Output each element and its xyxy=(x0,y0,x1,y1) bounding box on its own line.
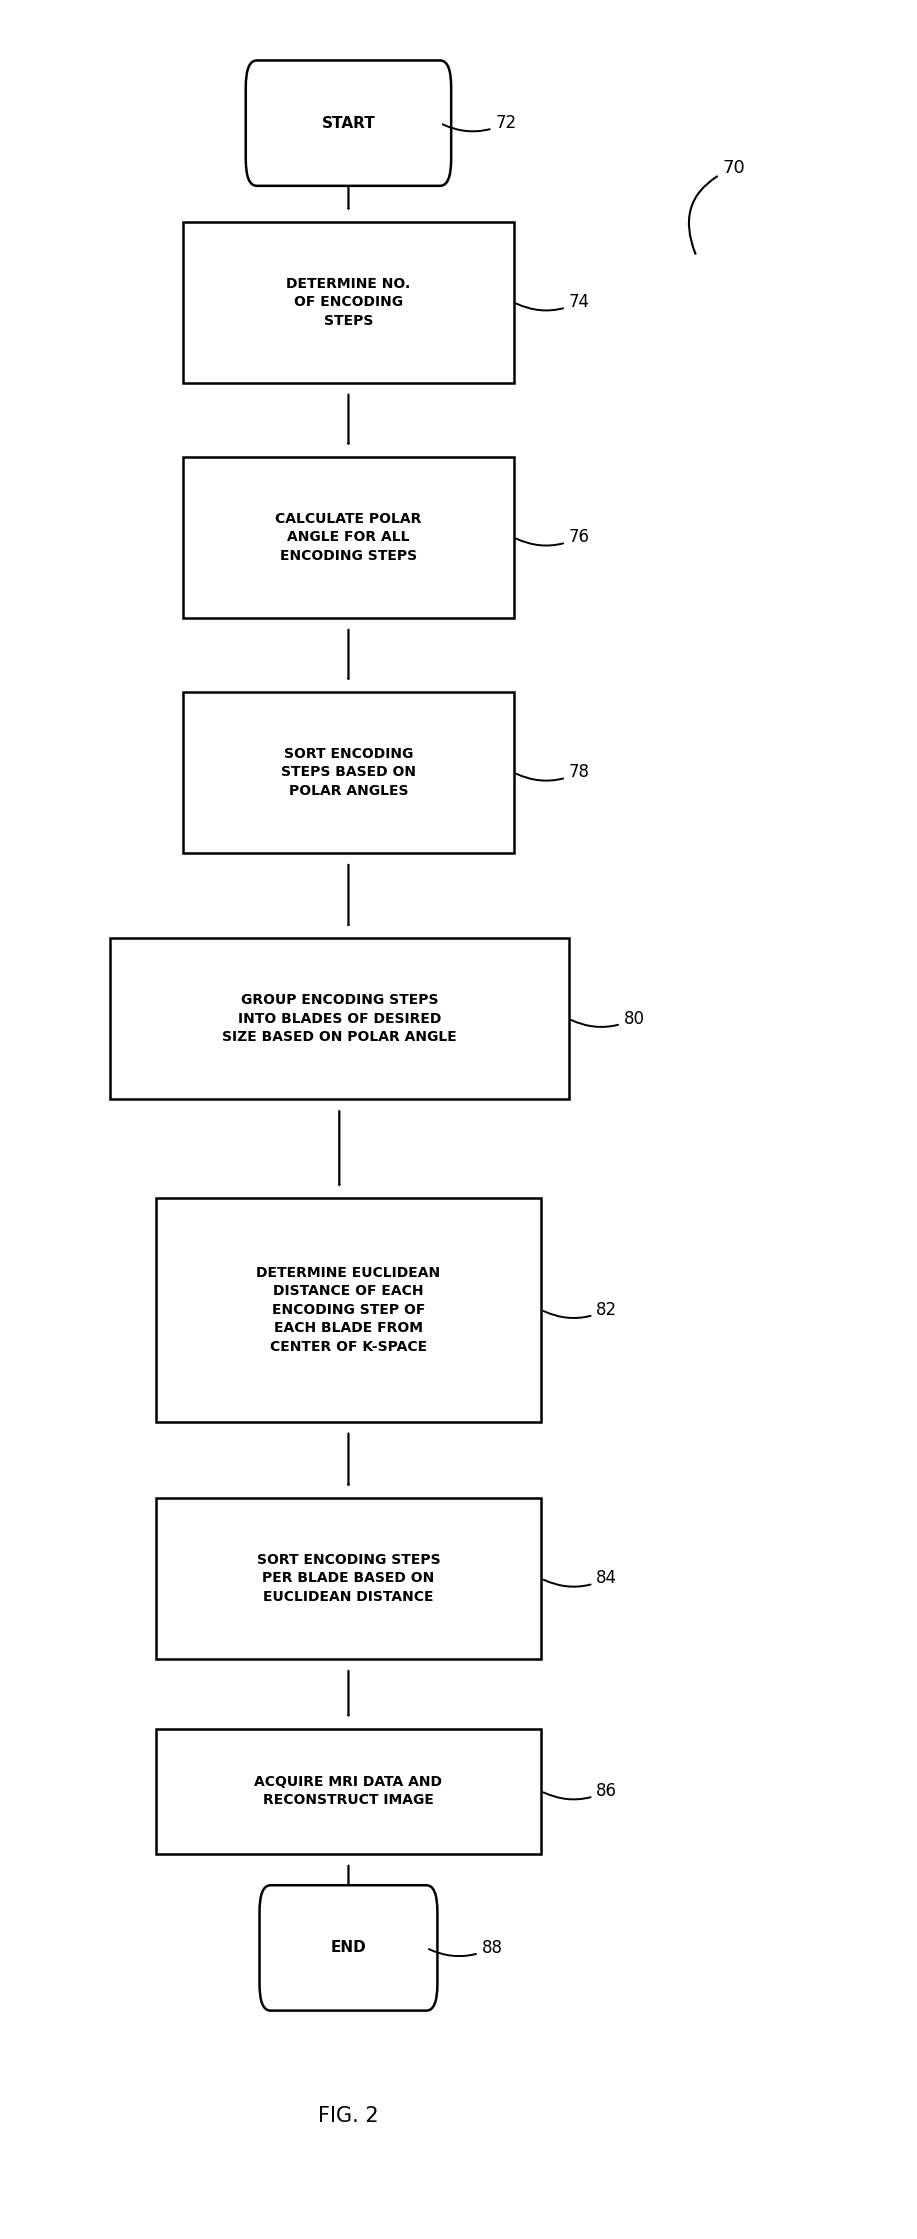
Text: 76: 76 xyxy=(516,528,590,546)
Bar xyxy=(156,1198,541,1422)
Bar xyxy=(183,222,514,383)
Bar xyxy=(156,1729,541,1854)
Text: 80: 80 xyxy=(571,1010,645,1028)
Text: 86: 86 xyxy=(544,1782,617,1800)
Text: FIG. 2: FIG. 2 xyxy=(318,2107,379,2125)
Text: 82: 82 xyxy=(544,1301,617,1319)
Bar xyxy=(183,692,514,853)
Text: 72: 72 xyxy=(443,114,516,132)
Text: END: END xyxy=(331,1941,366,1955)
FancyBboxPatch shape xyxy=(246,60,451,186)
Text: CALCULATE POLAR
ANGLE FOR ALL
ENCODING STEPS: CALCULATE POLAR ANGLE FOR ALL ENCODING S… xyxy=(275,513,422,562)
Text: 84: 84 xyxy=(544,1570,617,1587)
Text: 78: 78 xyxy=(516,763,590,781)
Text: 70: 70 xyxy=(689,159,745,253)
Text: DETERMINE EUCLIDEAN
DISTANCE OF EACH
ENCODING STEP OF
EACH BLADE FROM
CENTER OF : DETERMINE EUCLIDEAN DISTANCE OF EACH ENC… xyxy=(257,1265,440,1355)
Text: SORT ENCODING STEPS
PER BLADE BASED ON
EUCLIDEAN DISTANCE: SORT ENCODING STEPS PER BLADE BASED ON E… xyxy=(257,1554,440,1603)
Text: SORT ENCODING
STEPS BASED ON
POLAR ANGLES: SORT ENCODING STEPS BASED ON POLAR ANGLE… xyxy=(281,748,416,797)
Bar xyxy=(110,938,569,1099)
FancyBboxPatch shape xyxy=(260,1885,437,2011)
Text: ACQUIRE MRI DATA AND
RECONSTRUCT IMAGE: ACQUIRE MRI DATA AND RECONSTRUCT IMAGE xyxy=(254,1776,443,1807)
Bar xyxy=(156,1498,541,1659)
Bar xyxy=(183,457,514,618)
Text: 88: 88 xyxy=(429,1939,503,1957)
Text: DETERMINE NO.
OF ENCODING
STEPS: DETERMINE NO. OF ENCODING STEPS xyxy=(286,278,411,327)
Text: GROUP ENCODING STEPS
INTO BLADES OF DESIRED
SIZE BASED ON POLAR ANGLE: GROUP ENCODING STEPS INTO BLADES OF DESI… xyxy=(222,994,457,1043)
Text: START: START xyxy=(322,116,375,130)
Text: 74: 74 xyxy=(516,293,590,311)
